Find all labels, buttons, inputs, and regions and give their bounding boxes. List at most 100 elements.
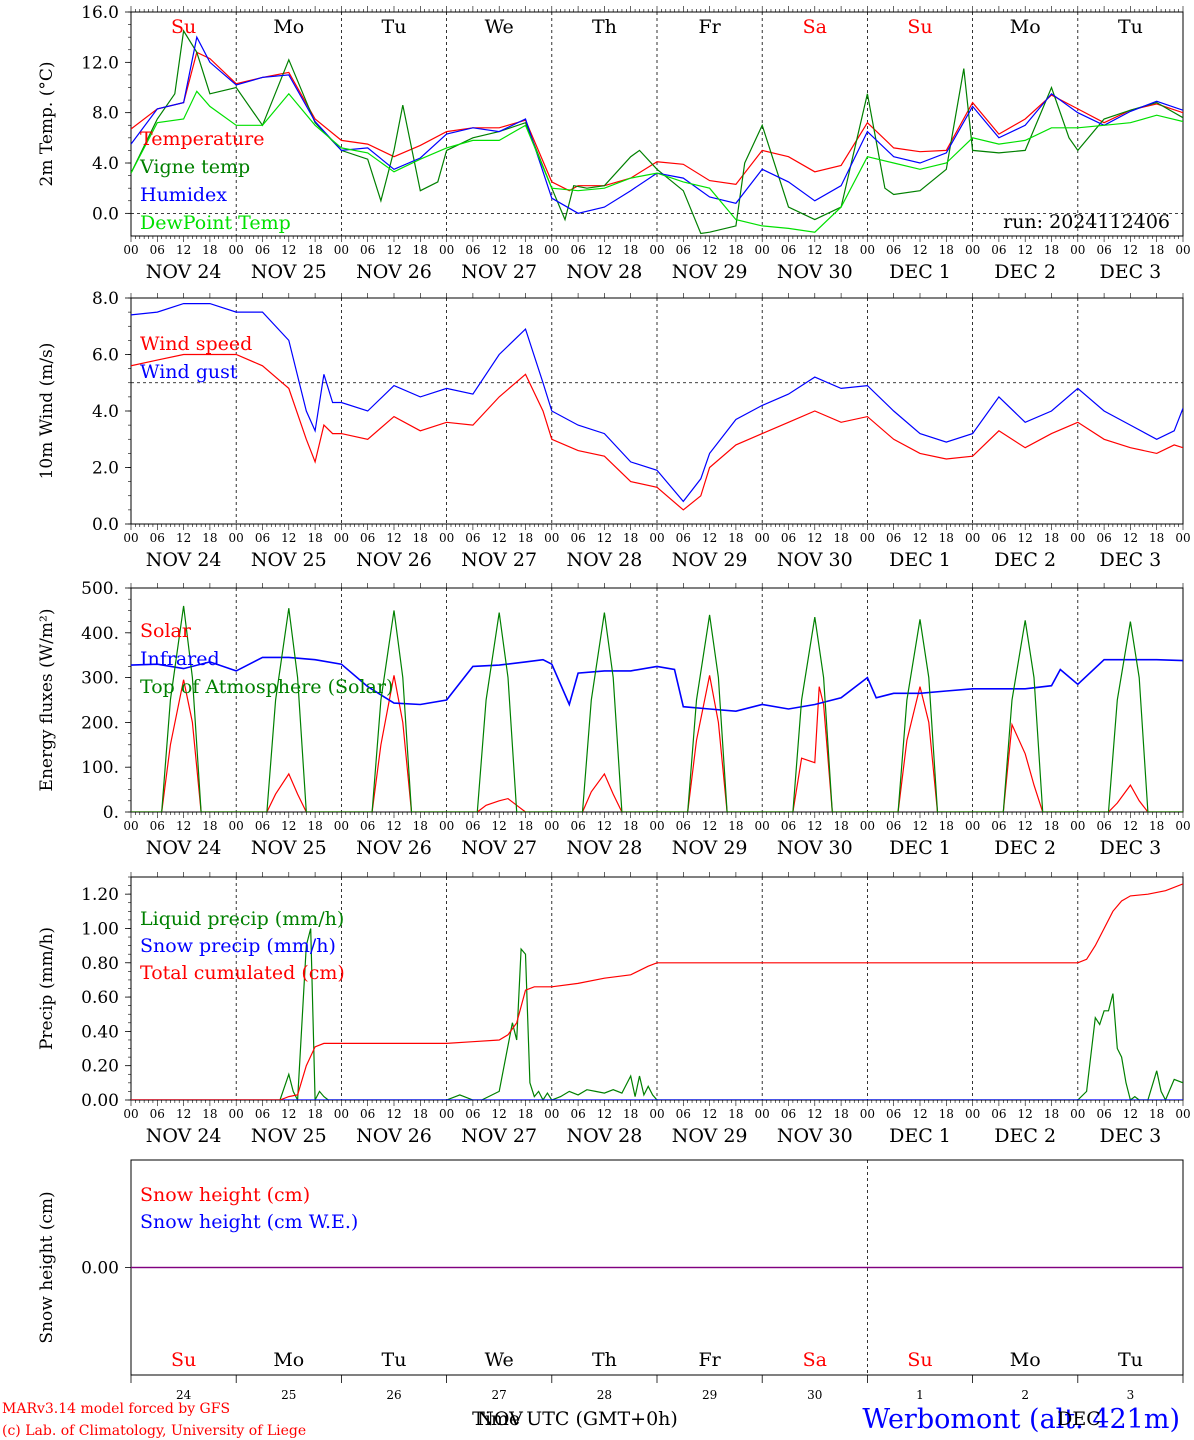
x-tick-label: 18 [623, 531, 638, 545]
x-tick-label: 00 [649, 531, 664, 545]
y-tick-label: 0.40 [81, 1022, 119, 1042]
y-tick-label: 8.0 [92, 104, 119, 124]
x-tick-label: 12 [912, 243, 927, 257]
weekday-label-bottom: Mo [273, 1349, 304, 1371]
x-tick-label: 12 [386, 531, 401, 545]
x-tick-label: 00 [439, 531, 454, 545]
weekday-label: Su [907, 16, 932, 38]
model-credit: MARv3.14 model forced by GFS [2, 1401, 230, 1417]
x-tick-label: 06 [360, 819, 375, 833]
y-tick-label: 1.20 [81, 885, 119, 905]
panel-temp: 00 06 12 18 00 06 12 18 00 06 12 18 00 06 12 18 00 06 12 18… [37, 3, 1191, 283]
y-tick-label: 0.60 [81, 988, 119, 1008]
x-tick-label: 00 [860, 531, 875, 545]
x-tick-label: 00 [965, 1107, 980, 1121]
series-line-top-of-atmosphere-solar- [131, 605, 1183, 812]
day-label: NOV 26 [356, 1125, 432, 1147]
x-tick-label: 00 [123, 819, 138, 833]
day-label: DEC 2 [994, 1125, 1056, 1147]
x-tick-label: 06 [1096, 1107, 1111, 1121]
day-label: NOV 24 [146, 261, 222, 283]
x-tick-label: 06 [255, 1107, 270, 1121]
x-tick-label: 06 [150, 531, 165, 545]
x-tick-label: 06 [676, 531, 691, 545]
x-tick-label: 00 [334, 819, 349, 833]
x-tick-label: 12 [1018, 1107, 1033, 1121]
x-tick-label: 18 [1149, 1107, 1164, 1121]
weekday-label-bottom: Tu [382, 1349, 407, 1371]
day-label: NOV 30 [777, 549, 853, 571]
day-label: NOV 28 [566, 261, 642, 283]
x-tick-label: 12 [386, 243, 401, 257]
legend-entry: Temperature [140, 128, 264, 150]
weekday-label: Su [171, 16, 196, 38]
x-tick-label: 12 [807, 531, 822, 545]
x-tick-label: 06 [991, 531, 1006, 545]
day-label: DEC 1 [889, 1125, 951, 1147]
day-label: NOV 25 [251, 549, 327, 571]
panel-energy: 00 06 12 18 00 06 12 18 00 06 12 18 00 06 12 18 00 06 12 18… [37, 579, 1191, 859]
x-tick-label: 12 [281, 1107, 296, 1121]
x-tick-label: 18 [307, 1107, 322, 1121]
weekday-label-bottom: Tu [1118, 1349, 1143, 1371]
day-label: NOV 29 [672, 837, 748, 859]
x-tick-label: 12 [1018, 243, 1033, 257]
x-tick-label: 00 [544, 531, 559, 545]
x-tick-label: 00 [965, 243, 980, 257]
day-label: DEC 2 [994, 261, 1056, 283]
x-tick-label: 18 [1149, 531, 1164, 545]
series-line-liquid-precip-mm-h- [131, 928, 1183, 1100]
x-tick-label: 00 [123, 1107, 138, 1121]
day-label: NOV 24 [146, 1125, 222, 1147]
x-tick-label: 18 [939, 1107, 954, 1121]
x-tick-label: 12 [702, 819, 717, 833]
y-tick-label: 0.80 [81, 954, 119, 974]
x-tick-label: 18 [833, 1107, 848, 1121]
y-tick-label: 500. [81, 579, 119, 599]
x-tick-label: 12 [386, 1107, 401, 1121]
x-tick-label: 00 [229, 531, 244, 545]
x-tick-label: 18 [1044, 243, 1059, 257]
weekday-label: We [485, 16, 514, 38]
legend-entry: DewPoint Temp [140, 212, 291, 234]
x-tick-label: 18 [307, 243, 322, 257]
x-tick-label: 18 [413, 531, 428, 545]
x-tick-label: 00 [1175, 531, 1190, 545]
x-tick-label: 18 [1044, 1107, 1059, 1121]
series-line-vigne-temp [131, 29, 1183, 235]
x-tick-label: 06 [465, 1107, 480, 1121]
day-number: 25 [281, 1388, 296, 1402]
day-label: NOV 27 [461, 261, 537, 283]
x-tick-label: 06 [360, 531, 375, 545]
y-tick-label: 8.0 [92, 289, 119, 309]
legend-entry: Top of Atmosphere (Solar) [140, 676, 393, 698]
weekday-label: Th [592, 16, 617, 38]
x-tick-label: 06 [360, 243, 375, 257]
y-axis-label: Precip (mm/h) [37, 927, 57, 1050]
x-tick-label: 12 [176, 819, 191, 833]
x-tick-label: 18 [202, 243, 217, 257]
x-tick-label: 06 [150, 819, 165, 833]
x-tick-label: 12 [1018, 531, 1033, 545]
x-tick-label: 18 [202, 531, 217, 545]
x-tick-label: 06 [886, 819, 901, 833]
day-label: NOV 27 [461, 549, 537, 571]
x-tick-label: 06 [991, 1107, 1006, 1121]
x-tick-label: 18 [728, 243, 743, 257]
day-label: NOV 27 [461, 837, 537, 859]
day-label: NOV 25 [251, 1125, 327, 1147]
x-tick-label: 00 [439, 819, 454, 833]
x-tick-label: 00 [229, 819, 244, 833]
weekday-label-bottom: Su [171, 1349, 196, 1371]
x-tick-label: 06 [465, 819, 480, 833]
weekday-label: Tu [1118, 16, 1143, 38]
legend-entry: Solar [140, 620, 192, 642]
x-tick-label: 06 [886, 243, 901, 257]
series-line-dewpoint-temp [131, 90, 1183, 233]
x-tick-label: 12 [492, 1107, 507, 1121]
y-tick-label: 4.0 [92, 402, 119, 422]
x-tick-label: 18 [623, 243, 638, 257]
x-tick-label: 00 [1175, 1107, 1190, 1121]
panel-wind: 00 06 12 18 00 06 12 18 00 06 12 18 00 06 12 18 00 06 12 18… [37, 289, 1191, 571]
